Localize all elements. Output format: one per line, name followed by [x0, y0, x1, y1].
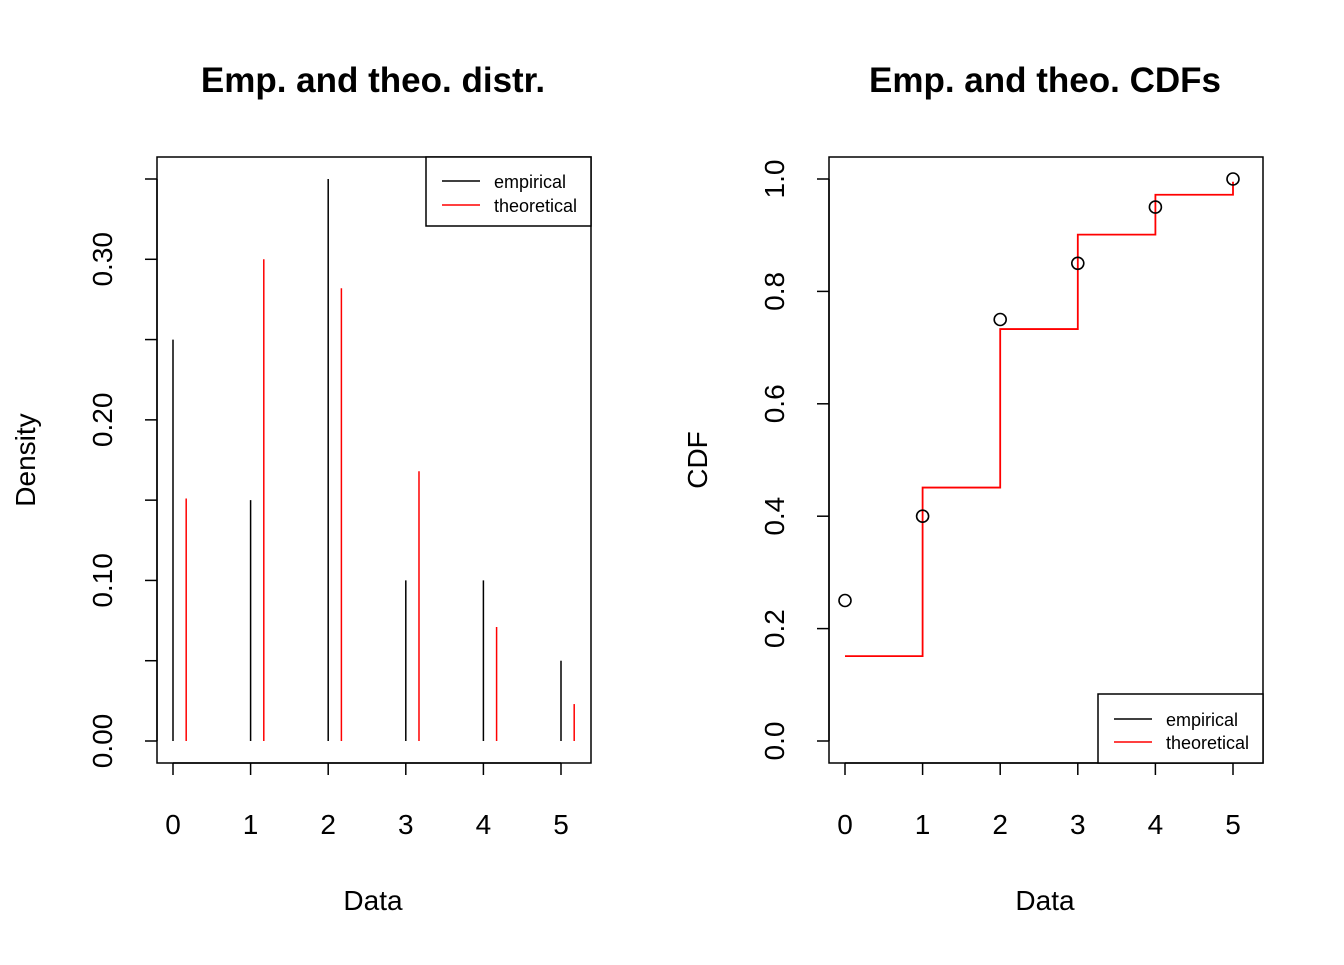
density-plot-box — [156, 156, 592, 764]
cdf-y-axis-label: CDF — [682, 431, 713, 489]
cdf-y-axis: 0.0 0.2 0.4 0.6 0.8 1.0 — [759, 160, 830, 761]
density-y-tick-label: 0.30 — [87, 232, 118, 287]
cdf-empirical-point-1 — [915, 509, 930, 524]
density-x-tick-label: 1 — [243, 809, 259, 840]
cdf-x-tick-label: 3 — [1070, 809, 1086, 840]
cdf-legend-label-theoretical: theoretical — [1166, 733, 1249, 753]
density-legend: empirical theoretical — [425, 156, 592, 227]
cdf-theoretical-line — [845, 181, 1234, 658]
cdf-y-tick-label: 0.0 — [759, 722, 790, 761]
density-x-tick-label: 5 — [553, 809, 569, 840]
density-y-tick-label: 0.20 — [87, 393, 118, 448]
density-panel: Emp. and theo. distr. 0 1 2 3 4 5 0.00 0.10 0.2… — [10, 61, 592, 916]
density-x-axis: 0 1 2 3 4 5 — [165, 762, 569, 840]
cdf-x-tick-label: 0 — [837, 809, 853, 840]
cdf-empirical-point-5 — [1226, 172, 1240, 186]
cdf-empirical-point-0 — [838, 593, 852, 608]
cdf-empirical-points — [838, 172, 1240, 608]
cdf-x-tick-label: 4 — [1148, 809, 1164, 840]
cdf-legend-box — [1097, 693, 1264, 764]
cdf-y-tick-label: 0.6 — [759, 384, 790, 423]
cdf-empirical-point-3 — [1071, 256, 1085, 271]
cdf-y-tick-label: 0.2 — [759, 609, 790, 648]
cdf-empirical-point-2 — [993, 312, 1008, 327]
cdf-x-axis-label: Data — [1015, 885, 1075, 916]
cdf-y-tick-label: 0.4 — [759, 497, 790, 536]
density-y-tick-label: 0.00 — [87, 714, 118, 769]
cdf-y-tick-label: 0.8 — [759, 272, 790, 311]
density-legend-box — [425, 156, 592, 227]
density-x-tick-label: 4 — [476, 809, 492, 840]
cdf-legend: empirical theoretical — [1097, 693, 1264, 764]
density-legend-label-theoretical: theoretical — [494, 196, 577, 216]
cdf-plot-box — [828, 156, 1264, 764]
density-title: Emp. and theo. distr. — [201, 61, 545, 100]
cdf-legend-label-empirical: empirical — [1166, 710, 1238, 730]
cdf-theoretical-step — [845, 181, 1234, 658]
density-legend-label-empirical: empirical — [494, 172, 566, 192]
cdf-x-tick-label: 1 — [915, 809, 931, 840]
density-y-tick-label: 0.10 — [87, 553, 118, 608]
cdf-x-tick-label: 2 — [992, 809, 1008, 840]
density-bars — [172, 179, 575, 741]
density-x-axis-label: Data — [343, 885, 403, 916]
cdf-y-tick-label: 1.0 — [759, 160, 790, 199]
density-x-tick-label: 0 — [165, 809, 181, 840]
cdf-x-tick-label: 5 — [1225, 809, 1241, 840]
density-x-tick-label: 3 — [398, 809, 414, 840]
cdf-empirical-point-4 — [1148, 200, 1163, 214]
density-y-axis-label: Density — [10, 413, 41, 506]
cdf-x-axis: 0 1 2 3 4 5 — [837, 762, 1241, 840]
density-y-axis: 0.00 0.10 0.20 0.30 — [87, 178, 158, 769]
density-x-tick-label: 2 — [320, 809, 336, 840]
cdf-title: Emp. and theo. CDFs — [869, 61, 1221, 100]
